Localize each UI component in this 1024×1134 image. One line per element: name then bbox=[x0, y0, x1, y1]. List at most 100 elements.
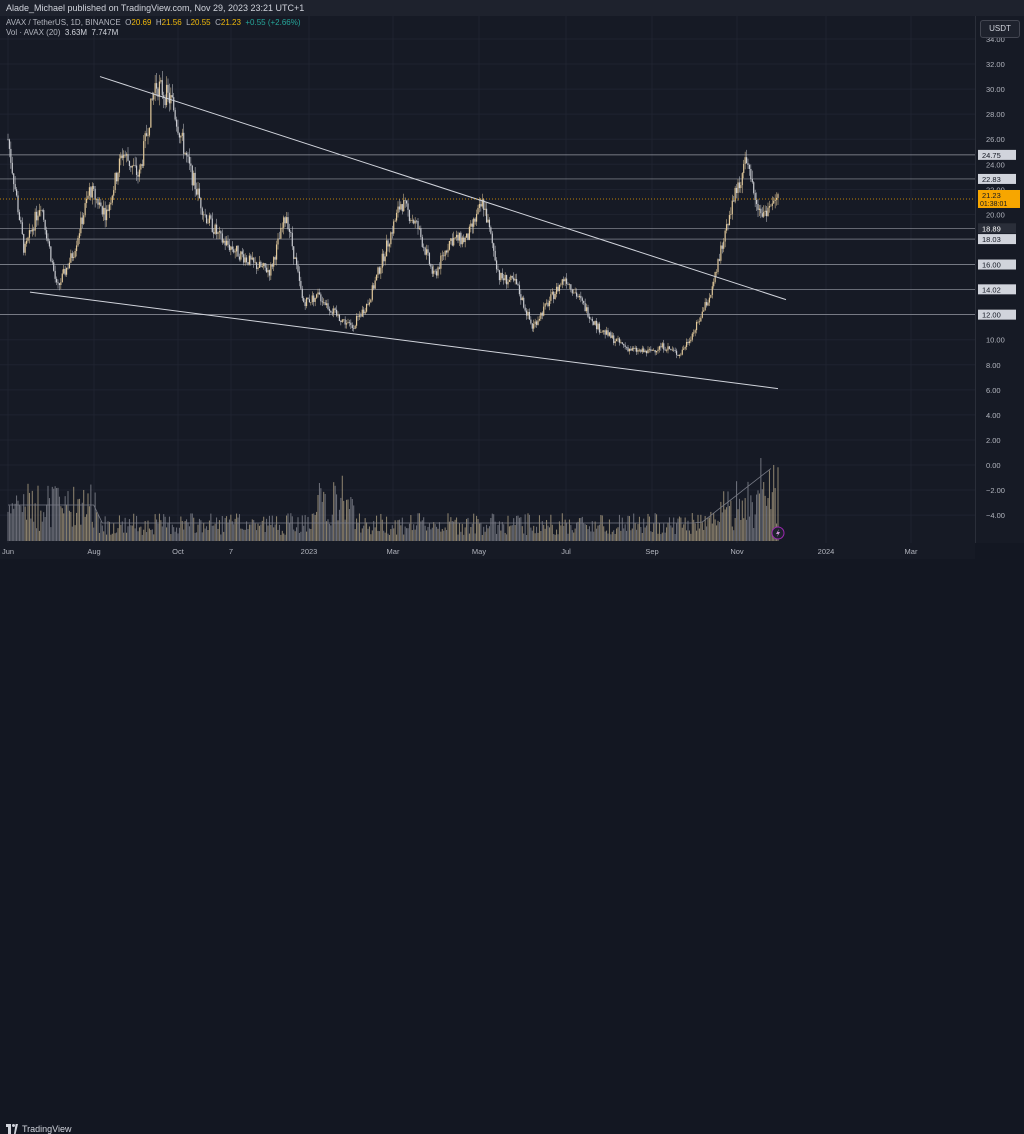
volume-bar bbox=[113, 523, 115, 541]
volume-bar bbox=[593, 531, 595, 541]
candle-body bbox=[303, 298, 305, 303]
price-level-label: 16.00 bbox=[982, 261, 1001, 270]
volume-bar bbox=[724, 509, 726, 541]
candle-body bbox=[384, 256, 386, 262]
price-axis[interactable]: 34.00 32.00 30.00 28.00 26.00 24.00 22.00 20.00… bbox=[975, 16, 1024, 543]
volume-bar bbox=[110, 534, 112, 541]
candle-body bbox=[495, 260, 498, 270]
volume-bar bbox=[747, 481, 749, 541]
volume-bar bbox=[567, 533, 569, 541]
candle-body bbox=[663, 343, 665, 350]
volume-bar bbox=[344, 519, 346, 541]
volume-bar bbox=[364, 518, 366, 541]
candle-body bbox=[253, 257, 255, 263]
candle-body bbox=[45, 230, 48, 239]
currency-button[interactable]: USDT bbox=[980, 20, 1020, 38]
volume-bar bbox=[74, 525, 76, 541]
volume-bar bbox=[446, 529, 448, 541]
volume-bar bbox=[244, 529, 246, 541]
volume-bar bbox=[323, 491, 325, 541]
candle-body bbox=[97, 198, 99, 205]
time-tick-label: Oct bbox=[172, 547, 185, 556]
candle-body bbox=[393, 221, 395, 234]
candle-body bbox=[284, 217, 286, 224]
candle-body bbox=[64, 268, 66, 275]
volume-bar bbox=[694, 523, 696, 541]
symbol-label[interactable]: AVAX / TetherUS, 1D, BINANCE bbox=[6, 18, 121, 27]
volume-bar bbox=[444, 527, 446, 541]
candle-body bbox=[74, 251, 76, 257]
volume-bar bbox=[227, 522, 229, 541]
volume-bar bbox=[734, 518, 736, 541]
volume-bar bbox=[723, 491, 725, 541]
volume-bar bbox=[618, 514, 620, 541]
volume-bar bbox=[378, 531, 380, 541]
candle-body bbox=[581, 298, 583, 301]
volume-bar bbox=[751, 502, 753, 541]
chart-pane[interactable] bbox=[0, 16, 975, 543]
volume-bar bbox=[133, 513, 135, 541]
volume-bar bbox=[633, 513, 635, 541]
volume-bar bbox=[707, 517, 709, 541]
candle-body bbox=[588, 316, 591, 319]
volume-bar bbox=[548, 527, 550, 541]
volume-bar bbox=[436, 526, 438, 541]
volume-bar bbox=[654, 513, 656, 541]
volume-bar bbox=[376, 515, 378, 541]
volume-bar bbox=[580, 518, 582, 541]
publisher-bar: Alade_Michael published on TradingView.c… bbox=[0, 0, 1024, 16]
candle-body bbox=[494, 250, 496, 261]
volume-ma-value: 7.747M bbox=[91, 28, 119, 37]
candle-body bbox=[87, 195, 89, 199]
volume-bar bbox=[600, 515, 602, 541]
candle-body bbox=[180, 135, 182, 138]
candle-body bbox=[760, 208, 762, 214]
candle-body bbox=[341, 319, 343, 323]
countdown-label: 01:38:01 bbox=[980, 201, 1007, 208]
volume-bar bbox=[284, 534, 286, 541]
candle-body bbox=[120, 155, 122, 159]
volume-label[interactable]: Vol · AVAX (20) bbox=[6, 28, 61, 37]
candle-body bbox=[404, 200, 406, 201]
tradingview-logo[interactable]: TradingView bbox=[6, 1124, 72, 1134]
candle-body bbox=[534, 321, 536, 324]
candle-body bbox=[311, 295, 313, 302]
candle-body bbox=[740, 185, 742, 189]
close-value: 21.23 bbox=[220, 18, 241, 27]
price-chart[interactable] bbox=[0, 16, 975, 543]
volume-bar bbox=[31, 490, 33, 541]
volume-bar bbox=[748, 516, 750, 541]
candle-body bbox=[338, 314, 341, 321]
volume-bar bbox=[298, 532, 300, 541]
volume-bar bbox=[81, 502, 83, 541]
candle-body bbox=[18, 212, 21, 221]
volume-bar bbox=[206, 526, 208, 541]
candle-body bbox=[30, 230, 32, 232]
candle-body bbox=[368, 302, 371, 305]
volume-bar bbox=[664, 532, 666, 541]
candle-body bbox=[590, 318, 592, 320]
volume-bar bbox=[670, 525, 672, 541]
volume-bar bbox=[691, 513, 693, 541]
volume-bar bbox=[387, 533, 389, 541]
volume-bar bbox=[273, 527, 275, 541]
volume-bar bbox=[20, 505, 22, 541]
candle-body bbox=[267, 270, 269, 273]
candle-body bbox=[71, 253, 73, 258]
candle-body bbox=[48, 241, 51, 247]
candle-body bbox=[421, 237, 423, 247]
volume-bar bbox=[423, 517, 425, 541]
price-tick-label: 26.00 bbox=[986, 135, 1005, 144]
candle-body bbox=[23, 234, 25, 253]
candle-body bbox=[688, 341, 691, 344]
volume-bar bbox=[554, 534, 556, 541]
volume-bar bbox=[118, 515, 120, 541]
lightning-icon[interactable] bbox=[771, 526, 785, 540]
volume-bar bbox=[704, 516, 706, 541]
candle-body bbox=[75, 245, 78, 252]
volume-bar bbox=[260, 524, 262, 541]
time-axis[interactable]: Jun Aug Oct 7 2023 Mar May Jul Sep Nov 2024 Mar bbox=[0, 543, 975, 559]
candle-body bbox=[575, 292, 578, 297]
volume-bar bbox=[117, 528, 119, 541]
candle-body bbox=[68, 262, 71, 268]
